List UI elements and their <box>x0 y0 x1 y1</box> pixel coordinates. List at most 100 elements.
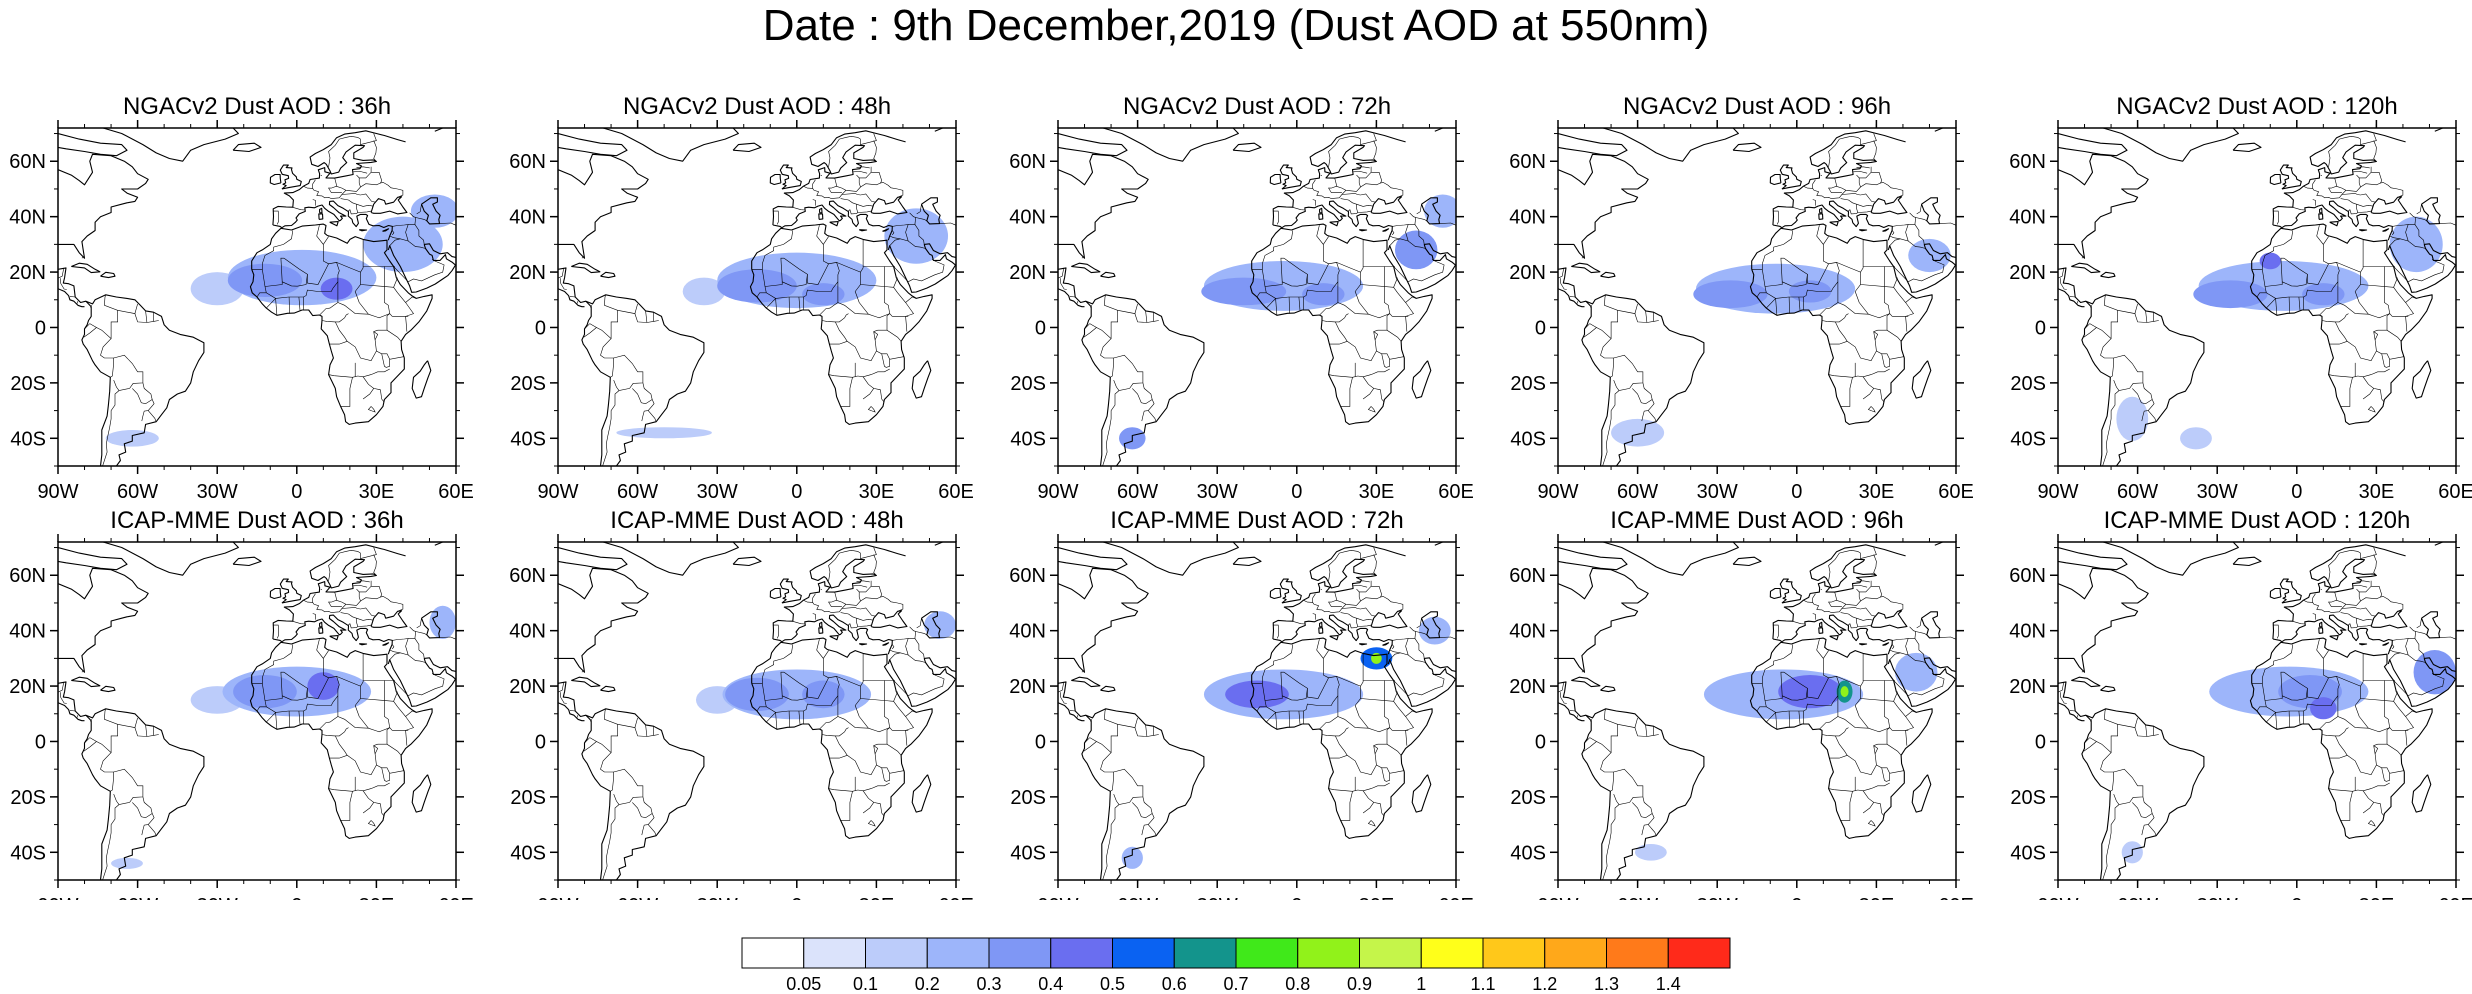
country-border <box>1871 172 1883 184</box>
coastline <box>2319 207 2323 214</box>
dust-aod-region <box>227 263 303 297</box>
country-border <box>2412 710 2417 713</box>
country-border <box>1912 296 1917 299</box>
country-border <box>303 288 333 298</box>
coastline <box>387 244 456 293</box>
dust-aod-region <box>1121 846 1143 869</box>
country-border <box>81 256 84 259</box>
country-border <box>1558 681 1565 693</box>
country-border <box>560 283 567 290</box>
country-border <box>1856 203 1873 207</box>
country-border <box>1360 595 1404 612</box>
country-border <box>89 708 118 754</box>
lon-tick-label: 90W <box>2037 481 2078 503</box>
coastline <box>71 676 101 688</box>
coastline <box>2272 544 2406 640</box>
coastline <box>1858 229 1868 232</box>
country-border <box>2100 752 2114 792</box>
country-border <box>1381 767 1390 782</box>
country-border <box>1266 292 1304 299</box>
country-border <box>1792 620 1806 625</box>
colorbar-label: 1.2 <box>1532 974 1557 994</box>
country-border <box>2323 650 2329 659</box>
country-border <box>884 266 893 317</box>
country-border <box>414 224 425 245</box>
lon-tick-label: 60E <box>1938 481 1974 503</box>
coastline <box>1600 271 1616 279</box>
coastline <box>2420 611 2441 639</box>
coastline <box>1882 642 1890 646</box>
country-border <box>1840 388 1851 407</box>
country-border <box>849 791 853 803</box>
country-border <box>340 388 351 407</box>
lat-tick-label: 40N <box>2009 207 2046 229</box>
country-border <box>298 296 301 311</box>
country-border <box>2321 734 2348 759</box>
country-border <box>89 294 118 340</box>
country-border <box>83 327 97 338</box>
country-border <box>1569 710 1576 712</box>
country-border <box>1373 554 1377 576</box>
country-border <box>2292 620 2306 625</box>
lat-tick-label: 40S <box>2010 842 2046 864</box>
country-border <box>860 547 877 559</box>
country-border <box>893 259 945 283</box>
country-border <box>1084 737 1091 744</box>
lat-tick-label: 20S <box>2010 373 2046 395</box>
coastline <box>58 153 149 259</box>
coastline <box>732 556 762 567</box>
map-frame <box>57 541 457 881</box>
coastline <box>2358 643 2368 646</box>
coastline <box>81 714 111 880</box>
country-border <box>1298 710 1301 725</box>
coastline <box>858 643 868 646</box>
coastline <box>1382 642 1390 646</box>
country-border <box>1560 283 1567 290</box>
coastline <box>1571 262 1601 274</box>
country-border <box>1275 298 1278 316</box>
country-border <box>2373 331 2379 341</box>
country-border <box>1881 353 1890 368</box>
map-panel: ICAP-MME Dust AOD : 48h 90W 60W 30W 0 30E 60E 6… <box>509 507 974 900</box>
country-border <box>1840 802 1851 821</box>
country-border <box>2439 222 2456 226</box>
coastline <box>358 229 368 232</box>
country-border <box>2384 680 2393 731</box>
coastline <box>1272 200 1393 241</box>
country-border <box>354 272 369 315</box>
country-border <box>58 267 65 279</box>
country-border <box>76 301 79 305</box>
coastline <box>600 271 616 279</box>
coastline <box>2269 587 2282 600</box>
coastline <box>2272 130 2406 226</box>
country-border <box>2312 613 2316 620</box>
colorbar-label: 0.7 <box>1223 974 1248 994</box>
dust-aod-region <box>884 208 949 264</box>
country-border <box>1373 140 1377 162</box>
country-border <box>1876 350 1905 360</box>
lat-tick-label: 60N <box>509 565 546 587</box>
country-border <box>439 636 456 640</box>
country-border <box>1772 210 1779 225</box>
country-border <box>803 702 833 712</box>
coastline <box>1100 271 1116 279</box>
country-border <box>392 230 395 236</box>
colorbar-segment <box>1173 937 1237 969</box>
country-border <box>1837 716 1890 733</box>
lat-tick-label: 20S <box>10 787 46 809</box>
coastline <box>558 132 628 157</box>
coastline <box>2411 774 2432 813</box>
country-border <box>282 671 308 701</box>
country-border <box>1357 624 1372 627</box>
lon-tick-label: 60W <box>1617 481 1658 503</box>
country-border <box>1321 320 1348 345</box>
country-border <box>147 410 157 422</box>
country-border <box>1337 716 1390 733</box>
country-border <box>2102 390 2120 466</box>
country-border <box>1873 554 1877 576</box>
country-border <box>893 701 914 746</box>
country-border <box>1835 727 1849 737</box>
coastline <box>319 621 323 628</box>
country-border <box>1892 626 1917 641</box>
map-panels: NGACv2 Dust AOD : 36h 90W 60W 30W 0 30E 60E 60N… <box>9 93 2472 900</box>
